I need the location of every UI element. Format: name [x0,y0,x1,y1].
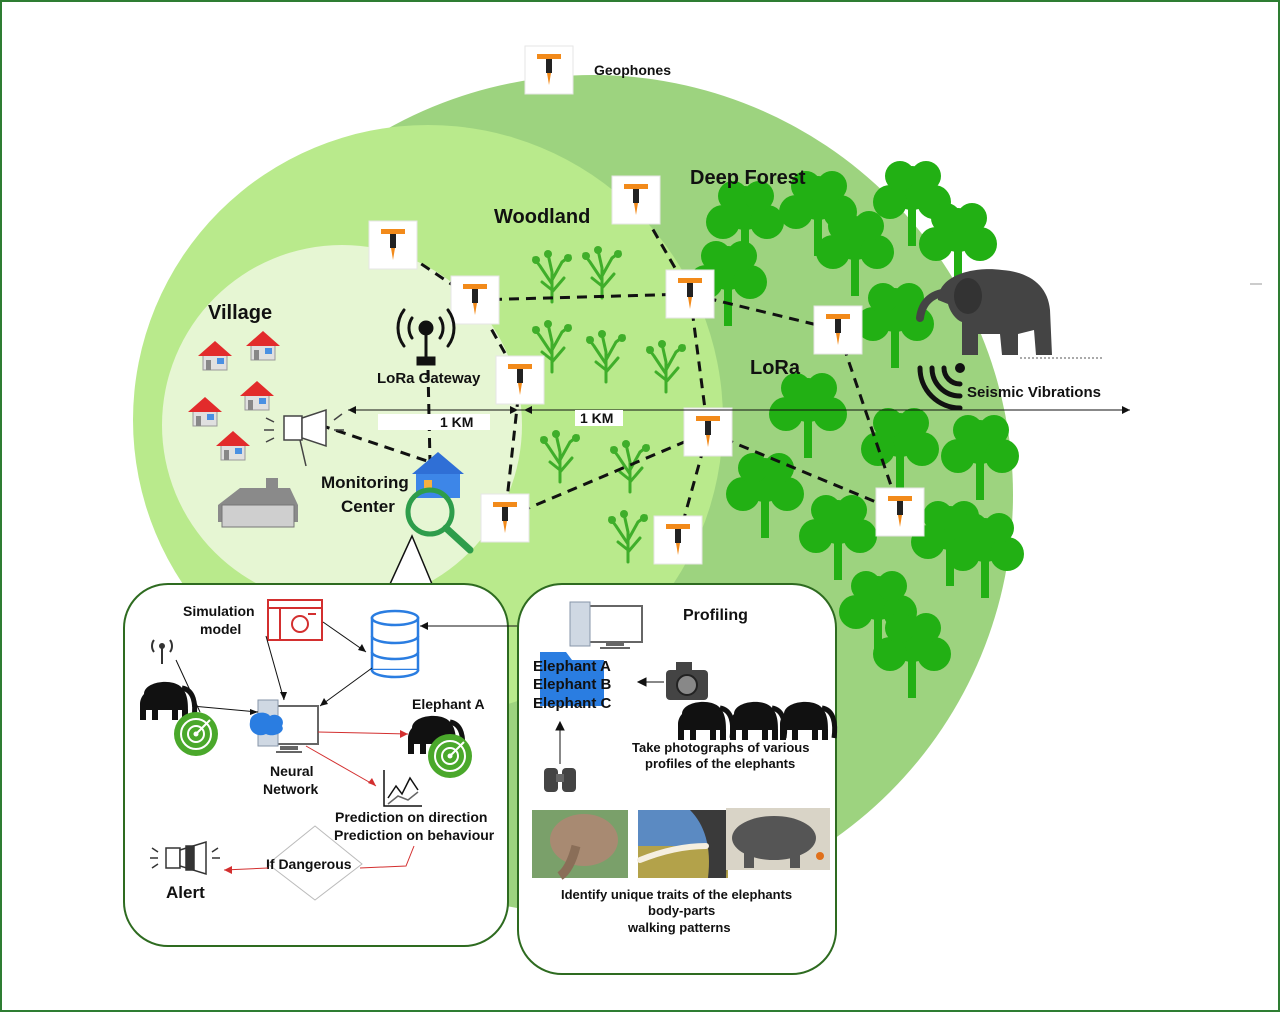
database-icon [370,609,420,679]
elephant-photo-3 [726,808,830,870]
wild-elephant-icon [916,269,1052,355]
profile-elephant-b: Elephant B [533,676,612,693]
callout-pointer [389,534,433,585]
antenna-icon [151,639,173,664]
elephant-a-label: Elephant A [412,696,485,712]
elephant-photo-2 [637,810,728,878]
binoculars-arrow [555,720,565,764]
radar-icon [173,711,219,757]
lora-gateway-icon [396,308,456,366]
prediction-radar-icon [427,733,473,779]
woodland-label: Woodland [494,206,590,228]
monitoring-label-1: Monitoring [321,473,409,492]
prediction-red-arrowheads [224,730,408,874]
seismic-label: Seismic Vibrations [967,384,1101,401]
neural-label-2: Network [263,781,318,797]
seismic-waves-icon [917,363,965,411]
profile-elephant-c: Elephant C [533,695,612,712]
profile-folder-icon [540,652,604,706]
village-label: Village [208,302,272,324]
simulation-model-icon [267,599,323,641]
geophones-legend-label: Geophones [594,62,671,78]
alert-siren-icon [150,840,220,876]
warehouse-icon [218,478,298,528]
binoculars-icon [544,768,576,792]
deep-forest-label: Deep Forest [690,167,806,189]
camera-icon [666,662,708,700]
simulation-label-1: Simulation [183,603,255,619]
elephant-photo-1 [532,810,628,880]
distance-scale [348,406,1130,430]
analysis-arrowheads [250,622,566,715]
traits-caption-3: walking patterns [627,920,731,935]
profile-elephant-a: Elephant A [533,658,611,675]
profiling-title: Profiling [683,607,748,624]
prediction-chart-icon [383,770,422,807]
distance-label-2: 1 KM [580,410,613,426]
camera-arrow [636,677,664,687]
profiling-computer-icon [569,601,643,649]
monitoring-center-icon [405,452,474,554]
prediction-behaviour-label: Prediction on behaviour [334,827,495,843]
prediction-direction-label: Prediction on direction [335,809,487,825]
gateway-label: LoRa Gateway [377,370,481,387]
neural-label-1: Neural [270,763,314,779]
traits-caption-1: Identify unique traits of the elephants [561,887,792,902]
alert-label: Alert [166,883,205,902]
if-dangerous-label: If Dangerous [266,856,352,872]
lora-label: LoRa [750,357,801,379]
photo-caption-2: profiles of the elephants [645,756,795,771]
simulation-label-2: model [200,621,241,637]
traits-caption-2: body-parts [648,903,715,918]
decision-diamond [267,825,363,901]
neural-network-icon [249,699,319,753]
photo-caption-1: Take photographs of various [632,740,809,755]
geophone-legend-icon [524,45,574,95]
monitoring-label-2: Center [341,497,395,516]
distance-label-1: 1 KM [440,414,473,430]
village-siren-icon [264,408,344,467]
